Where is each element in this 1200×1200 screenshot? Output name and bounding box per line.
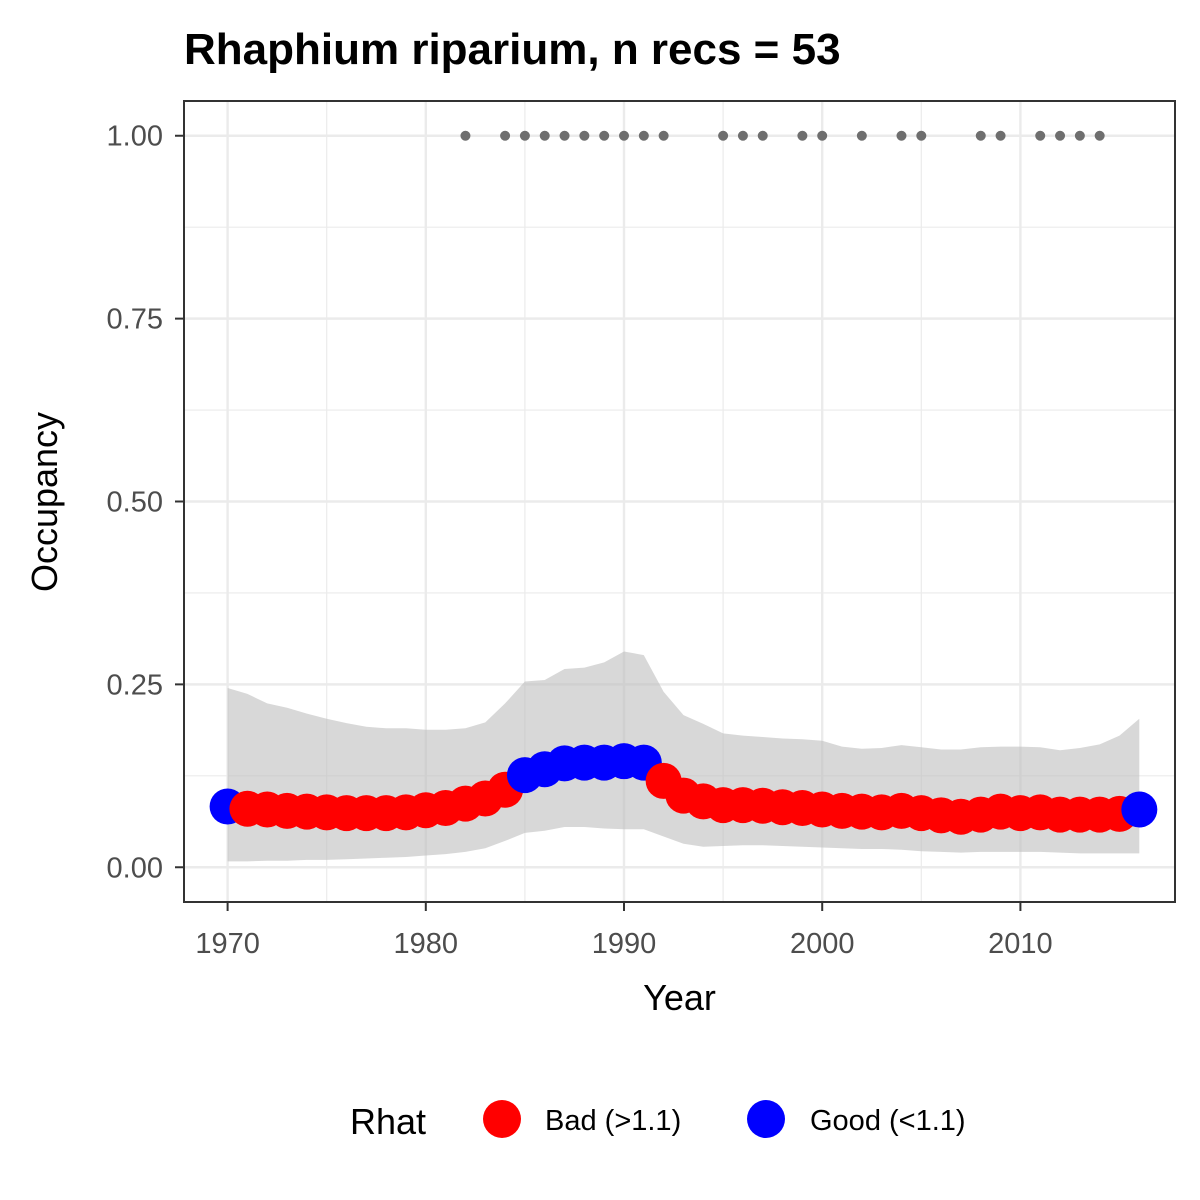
y-tick-label: 1.00 <box>107 121 163 153</box>
record-dot <box>638 130 649 141</box>
record-dot <box>757 130 768 141</box>
record-dot <box>579 130 590 141</box>
y-axis: 0.00 0.25 0.50 0.75 1.00 <box>107 121 184 884</box>
x-axis: 1970 1980 1990 2000 2010 <box>195 902 1053 960</box>
x-tick-label: 2000 <box>790 928 855 960</box>
x-tick-label: 1970 <box>195 928 260 960</box>
chart-title: Rhaphium riparium, n recs = 53 <box>184 25 841 74</box>
y-tick-label: 0.25 <box>107 669 163 701</box>
occupancy-point-good <box>1121 791 1158 828</box>
record-dot <box>539 130 550 141</box>
y-tick-label: 0.50 <box>107 487 163 519</box>
record-dot <box>995 130 1006 141</box>
x-tick-label: 1980 <box>394 928 459 960</box>
legend-label-good: Good (<1.1) <box>810 1105 966 1137</box>
record-dot <box>797 130 808 141</box>
record-dot <box>718 130 729 141</box>
legend-title: Rhat <box>350 1101 426 1142</box>
legend-key-good <box>747 1100 785 1138</box>
record-dot <box>519 130 530 141</box>
x-tick-label: 1990 <box>592 928 657 960</box>
x-tick-label: 2010 <box>988 928 1053 960</box>
record-dot <box>559 130 570 141</box>
record-dot <box>1074 130 1085 141</box>
record-points <box>460 130 1105 141</box>
record-dot <box>460 130 471 141</box>
record-dot <box>500 130 511 141</box>
x-axis-title: Year <box>643 977 716 1018</box>
record-dot <box>896 130 907 141</box>
y-tick-label: 0.75 <box>107 304 163 336</box>
y-tick-label: 0.00 <box>107 852 163 884</box>
record-dot <box>599 130 610 141</box>
record-dot <box>1055 130 1066 141</box>
legend: Rhat Bad (>1.1) Good (<1.1) <box>350 1100 966 1142</box>
record-dot <box>975 130 986 141</box>
record-dot <box>856 130 867 141</box>
record-dot <box>658 130 669 141</box>
occupancy-points <box>209 743 1158 835</box>
record-dot <box>737 130 748 141</box>
record-dot <box>916 130 927 141</box>
record-dot <box>1035 130 1046 141</box>
y-axis-title: Occupancy <box>24 412 65 592</box>
legend-key-bad <box>483 1100 521 1138</box>
record-dot <box>619 130 630 141</box>
plot-area <box>183 100 1176 903</box>
legend-label-bad: Bad (>1.1) <box>545 1105 681 1137</box>
record-dot <box>1094 130 1105 141</box>
record-dot <box>817 130 828 141</box>
